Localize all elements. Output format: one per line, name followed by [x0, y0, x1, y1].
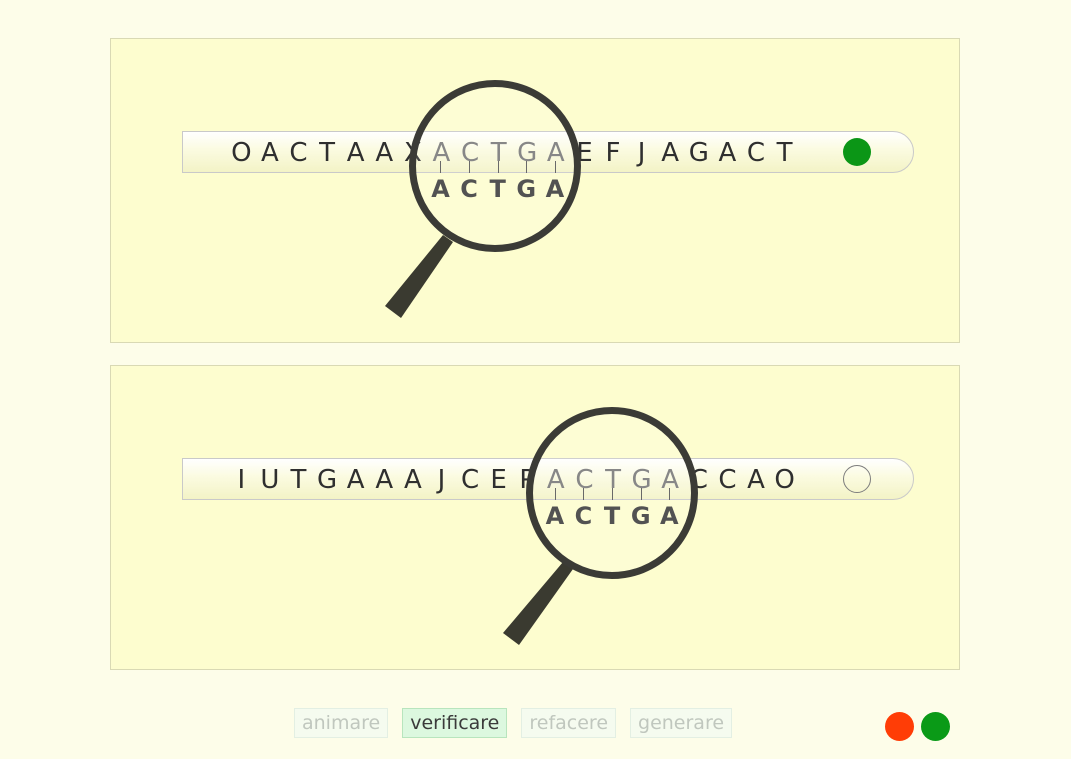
red-dot-icon[interactable] [885, 712, 914, 741]
sequence-letter: C [718, 465, 737, 495]
sequence-letter: O [231, 138, 252, 168]
sequence-letter: T [290, 465, 307, 495]
sequence-letter: A [403, 465, 422, 495]
magnifier-icon[interactable] [526, 407, 698, 579]
magnifier-handle-2 [503, 562, 573, 645]
animate-button[interactable]: animare [294, 708, 389, 738]
status-indicator-empty [843, 465, 871, 493]
sequence-letter: T [776, 138, 793, 168]
redo-button[interactable]: refacere [521, 708, 617, 738]
verify-button[interactable]: verificare [402, 708, 508, 738]
sequence-letter: G [688, 138, 709, 168]
sequence-letter: A [661, 138, 680, 168]
sequence-letter: J [437, 465, 446, 495]
sequence-letter: J [637, 138, 646, 168]
magnifier-handle-1 [385, 235, 453, 318]
sequence-letter: U [260, 465, 280, 495]
sequence-letter: O [774, 465, 795, 495]
sequence-letter: A [375, 465, 394, 495]
sequence-letter: A [747, 465, 765, 495]
sequence-letter: F [605, 138, 621, 168]
sequence-letter: T [319, 138, 336, 168]
sequence-letter: A [718, 138, 737, 168]
sequence-letter: A [375, 138, 394, 168]
control-bar: animare verificare refacere generare [294, 708, 733, 738]
magnifier-icon[interactable] [409, 80, 581, 252]
sequence-letter: C [289, 138, 308, 168]
generate-button[interactable]: generare [630, 708, 733, 738]
sequence-letter: G [317, 465, 338, 495]
sequence-letter: E [490, 465, 507, 495]
sequence-letter: A [346, 138, 365, 168]
sequence-letter: A [346, 465, 365, 495]
sequence-letter: C [746, 138, 766, 168]
sequence-letter: A [260, 138, 279, 168]
sequence-letter: C [460, 465, 480, 495]
status-indicator-match [843, 138, 871, 166]
sequence-letter: I [237, 465, 246, 495]
green-dot-icon[interactable] [921, 712, 950, 741]
